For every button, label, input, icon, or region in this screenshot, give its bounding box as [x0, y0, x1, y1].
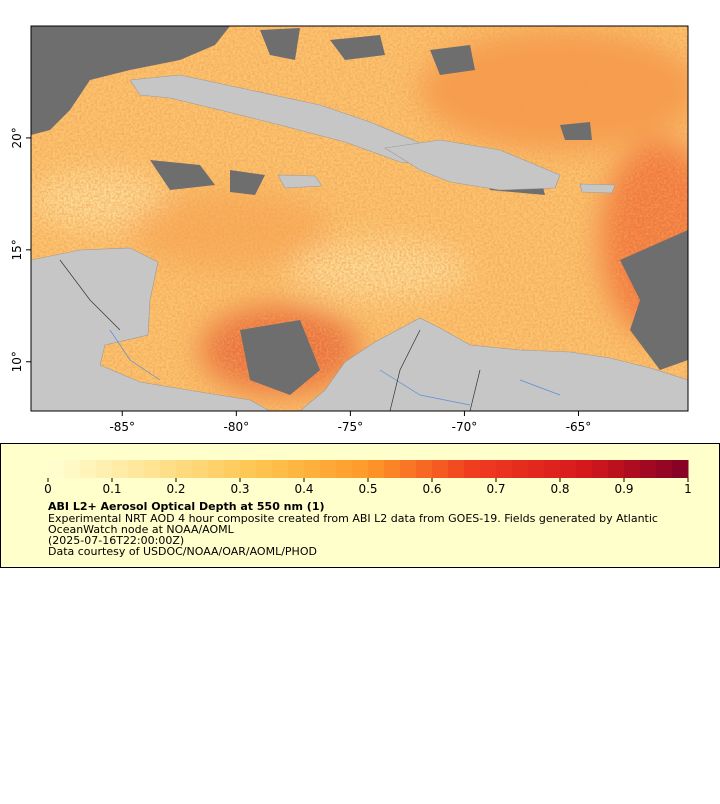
map-raster — [31, 26, 688, 411]
legend-title: ABI L2+ Aerosol Optical Depth at 550 nm … — [48, 500, 325, 513]
colorbar-swatch — [640, 460, 657, 478]
colorbar-tick-label: 0 — [44, 482, 52, 496]
legend-line: (2025-07-16T22:00:00Z) — [48, 534, 184, 547]
colorbar-tick-label: 0.2 — [166, 482, 185, 496]
colorbar-swatch — [64, 460, 81, 478]
x-tick-label: -65° — [566, 420, 592, 434]
y-tick-label: 10° — [10, 351, 24, 372]
colorbar-swatch — [112, 460, 129, 478]
colorbar-swatch — [192, 460, 209, 478]
x-tick-label: -70° — [452, 420, 478, 434]
colorbar-swatch — [656, 460, 673, 478]
colorbar-swatch — [512, 460, 529, 478]
colorbar-tick-label: 0.1 — [102, 482, 121, 496]
borders — [59, 259, 481, 411]
colorbar-swatch — [352, 460, 369, 478]
colorbar-tick-label: 0.9 — [614, 482, 633, 496]
colorbar-swatch — [608, 460, 625, 478]
colorbar-swatch — [400, 460, 417, 478]
colorbar-tick-label: 0.8 — [550, 482, 569, 496]
colorbar-swatch — [416, 460, 433, 478]
colorbar-swatch — [256, 460, 273, 478]
colorbar-swatch — [224, 460, 241, 478]
legend-line: Experimental NRT AOD 4 hour composite cr… — [48, 512, 658, 525]
y-tick-label: 15° — [10, 239, 24, 260]
colorbar-swatch — [176, 460, 193, 478]
colorbar-swatch — [544, 460, 561, 478]
colorbar-swatch — [448, 460, 465, 478]
colorbar-tick-label: 0.3 — [230, 482, 249, 496]
colorbar-swatch — [384, 460, 401, 478]
colorbar-swatch — [240, 460, 257, 478]
colorbar-tick-label: 0.5 — [358, 482, 377, 496]
colorbar-tick-label: 0.6 — [422, 482, 441, 496]
colorbar-tick-label: 0.7 — [486, 482, 505, 496]
colorbar-swatch — [480, 460, 497, 478]
colorbar-swatch — [128, 460, 145, 478]
colorbar-swatch — [576, 460, 593, 478]
colorbar-swatch — [560, 460, 577, 478]
x-tick-label: -85° — [109, 420, 135, 434]
colorbar-swatch — [528, 460, 545, 478]
colorbar-swatch — [160, 460, 177, 478]
colorbar-swatch — [80, 460, 97, 478]
land — [31, 74, 688, 411]
x-tick-label: -75° — [338, 420, 364, 434]
colorbar-swatch — [320, 460, 337, 478]
x-tick-label: -80° — [224, 420, 250, 434]
colorbar-tick-label: 1 — [684, 482, 692, 496]
colorbar-swatch — [336, 460, 353, 478]
colorbar-swatch — [464, 460, 481, 478]
map-frame — [30, 25, 689, 412]
colorbar-swatch — [368, 460, 385, 478]
colorbar-swatch — [592, 460, 609, 478]
rivers — [109, 329, 561, 406]
colorbar-swatch — [432, 460, 449, 478]
colorbar-swatch — [288, 460, 305, 478]
axes: -85° -80° -75° -70° -65° 10° 15° 20° — [10, 127, 591, 434]
colorbar-swatch — [272, 460, 289, 478]
colorbar-tick-label: 0.4 — [294, 482, 313, 496]
colorbar-swatch — [96, 460, 113, 478]
legend-line: OceanWatch node at NOAA/AOML — [48, 523, 235, 536]
colorbar-swatch — [496, 460, 513, 478]
legend-line: Data courtesy of USDOC/NOAA/OAR/AOML/PHO… — [48, 545, 317, 558]
colorbar-swatch — [304, 460, 321, 478]
y-tick-label: 20° — [10, 127, 24, 148]
colorbar-swatch — [144, 460, 161, 478]
colorbar-swatch — [208, 460, 225, 478]
colorbar-swatch — [48, 460, 65, 478]
colorbar: 0 0.1 0.2 0.3 0.4 0.5 0.6 0.7 0.8 0.9 1 — [44, 460, 692, 496]
colorbar-swatch — [672, 460, 689, 478]
colorbar-swatch — [624, 460, 641, 478]
